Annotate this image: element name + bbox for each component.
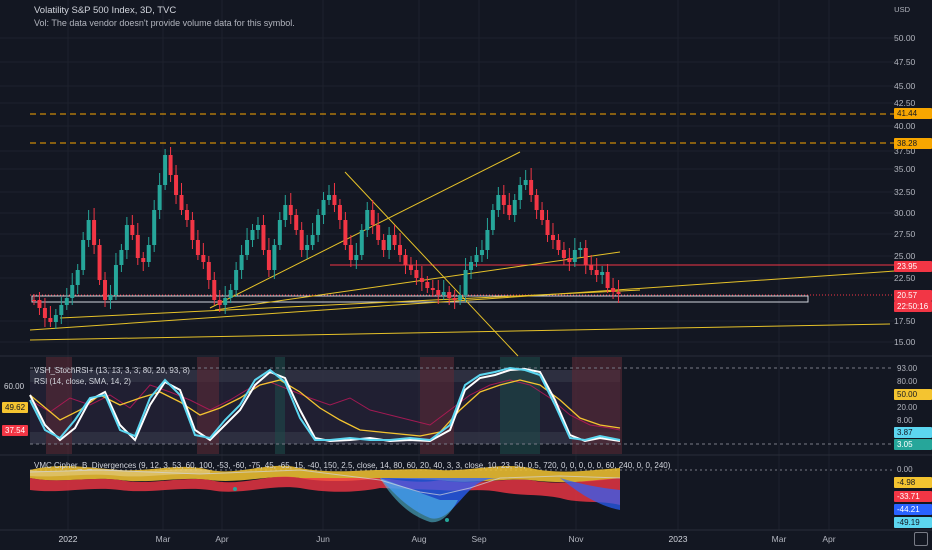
level-mid-tag: 38.28 — [894, 138, 932, 149]
time-tick: Jun — [316, 534, 330, 544]
candlestick-series — [32, 147, 621, 329]
time-tick: Apr — [215, 534, 229, 544]
price-tick: 15.00 — [894, 337, 916, 347]
cipher-tag-3: -44.21 — [894, 504, 932, 515]
price-tick: 40.00 — [894, 121, 916, 131]
settings-icon[interactable] — [914, 532, 928, 546]
stoch-tag-8: 8.00 — [894, 415, 932, 426]
time-tick: Aug — [411, 534, 427, 544]
time-tick: Apr — [822, 534, 836, 544]
level-high-tag: 41.44 — [894, 108, 932, 119]
time-tick: 2022 — [58, 534, 78, 544]
stoch-pane — [29, 357, 895, 454]
stoch-legend[interactable]: VSH_StochRSI+ (13, 13, 3, 3, 80, 20, 93,… — [34, 366, 190, 375]
stoch-tag-20: 20.00 — [894, 402, 932, 413]
price-tick: 25.00 — [894, 251, 916, 261]
time-tick: Mar — [771, 534, 787, 544]
support-zone — [31, 295, 809, 303]
stoch-tag-50: 50.00 — [894, 389, 932, 400]
stoch-tag-80: 80.00 — [894, 376, 932, 387]
price-tick: 42.50 — [894, 98, 916, 108]
last-price-tag: 20.57 — [894, 290, 932, 301]
resistance-tag: 23.95 — [894, 261, 932, 272]
stoch-left-label-2: 49.62 — [2, 402, 29, 413]
time-tick: 2023 — [668, 534, 688, 544]
price-tick: 17.50 — [894, 316, 916, 326]
stoch-left-label-1: 60.00 — [4, 382, 25, 391]
rsi-legend[interactable]: RSI (14, close, SMA, 14, 2) — [34, 377, 131, 386]
countdown-tag: 22:50:16 — [894, 301, 932, 312]
price-tick: 47.50 — [894, 57, 916, 67]
currency-label: USD — [894, 5, 910, 14]
grid-lines — [0, 0, 895, 530]
time-tick: Mar — [155, 534, 171, 544]
volume-note: Vol: The data vendor doesn't provide vol… — [34, 18, 295, 28]
stoch-left-label-3: 37.54 — [2, 425, 29, 436]
cipher-tag-2: -33.71 — [894, 491, 932, 502]
cipher-legend[interactable]: VMC Cipher_B_Divergences (9, 12, 3, 53, … — [34, 461, 671, 470]
price-tick: 37.50 — [894, 146, 916, 156]
cipher-tag-0: 0.00 — [894, 464, 932, 475]
price-tick: 22.50 — [894, 273, 916, 283]
cipher-tag-4: -49.19 — [894, 517, 932, 528]
price-tick: 27.50 — [894, 229, 916, 239]
time-tick: Sep — [471, 534, 487, 544]
price-tick: 32.50 — [894, 187, 916, 197]
cipher-pane — [29, 465, 895, 523]
stoch-tag-93: 93.00 — [894, 363, 932, 374]
price-tick: 50.00 — [894, 33, 916, 43]
trendlines — [29, 151, 896, 357]
cipher-tag-1: -4.98 — [894, 477, 932, 488]
price-tick: 35.00 — [894, 164, 916, 174]
time-tick: Nov — [568, 534, 584, 544]
symbol-title: Volatility S&P 500 Index, 3D, TVC — [34, 5, 177, 16]
stoch-tag-k: 3.87 — [894, 427, 932, 438]
price-tick: 45.00 — [894, 81, 916, 91]
price-tick: 30.00 — [894, 208, 916, 218]
stoch-tag-d: 3.05 — [894, 439, 932, 450]
